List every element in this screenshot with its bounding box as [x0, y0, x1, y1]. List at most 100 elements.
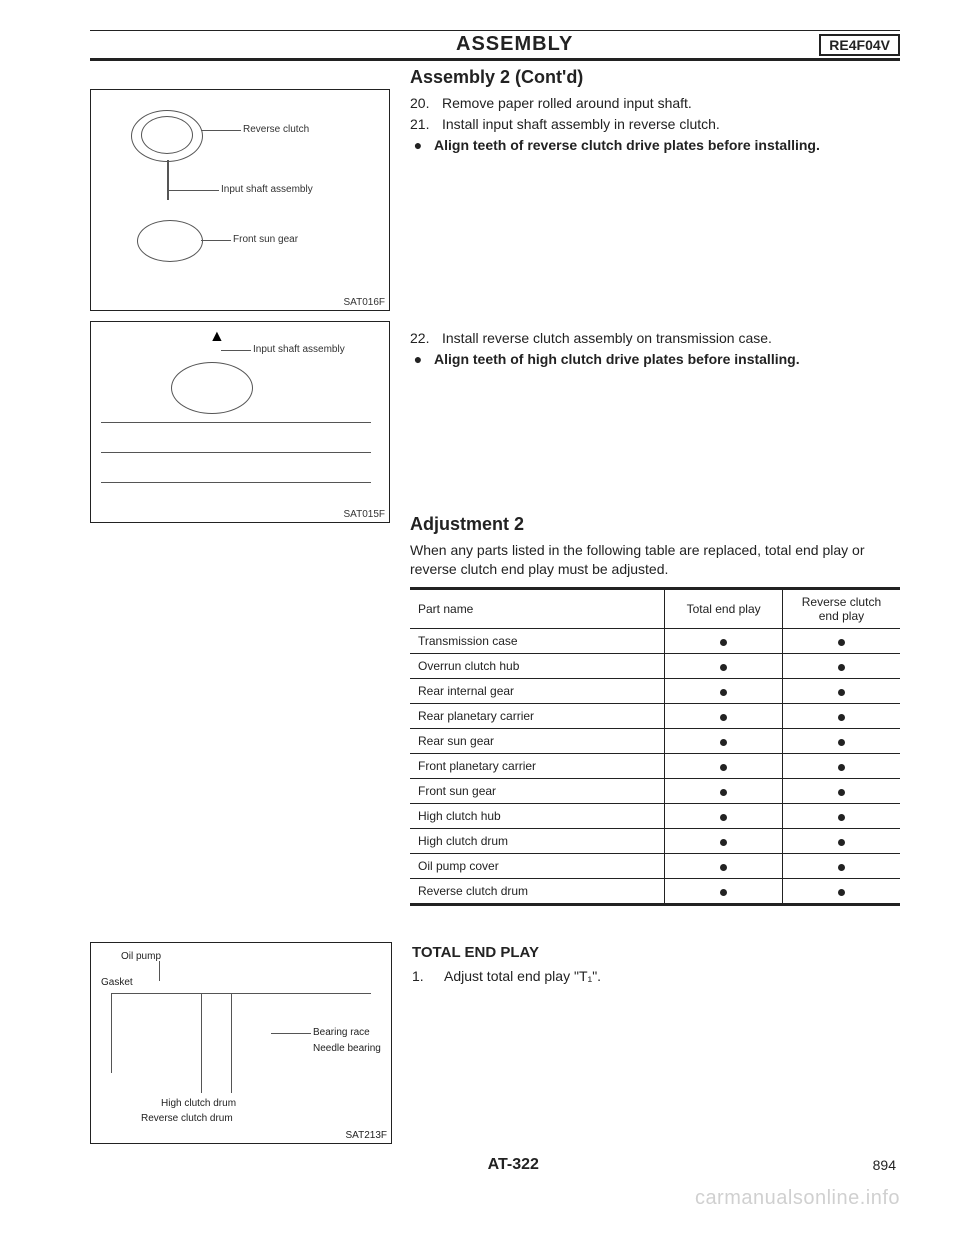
bullet-1: ● Align teeth of reverse clutch drive pl… [410, 136, 900, 155]
cell-reverse [782, 704, 900, 729]
cell-reverse [782, 679, 900, 704]
figure-3: Oil pump Gasket Bearing race Needle bear… [90, 942, 392, 1144]
cell-total [665, 754, 783, 779]
step-21-text: Install input shaft assembly in reverse … [442, 115, 720, 134]
table-row: High clutch hub [410, 804, 900, 829]
dot-icon [838, 764, 845, 771]
cell-reverse [782, 629, 900, 654]
cell-partname: Overrun clutch hub [410, 654, 665, 679]
dot-icon [838, 739, 845, 746]
cell-total [665, 654, 783, 679]
cell-reverse [782, 729, 900, 754]
dot-icon [720, 814, 727, 821]
dot-icon [720, 739, 727, 746]
fig1-label-input-shaft: Input shaft assembly [221, 184, 313, 195]
header-title: ASSEMBLY [210, 33, 819, 56]
table-row: Front sun gear [410, 779, 900, 804]
step-20-num: 20. [410, 94, 436, 113]
step-20-text: Remove paper rolled around input shaft. [442, 94, 692, 113]
fig2-label-input-shaft: Input shaft assembly [253, 344, 345, 355]
bullet-2: ● Align teeth of high clutch drive plate… [410, 350, 900, 369]
dot-icon [838, 864, 845, 871]
dot-icon [720, 789, 727, 796]
fig3-label-high-clutch-drum: High clutch drum [161, 1098, 236, 1109]
step-21-num: 21. [410, 115, 436, 134]
page-header: ASSEMBLY RE4F04V [90, 33, 900, 61]
table-row: Rear sun gear [410, 729, 900, 754]
dot-icon [720, 839, 727, 846]
dot-icon [838, 814, 845, 821]
cell-partname: Rear internal gear [410, 679, 665, 704]
fig1-label-reverse-clutch: Reverse clutch [243, 124, 309, 135]
adjustment-2-heading: Adjustment 2 [410, 514, 900, 535]
bullet-icon: ● [410, 350, 426, 369]
adjustment-table: Part name Total end play Reverse clutch … [410, 587, 900, 906]
table-col-total: Total end play [665, 589, 783, 629]
cell-total [665, 854, 783, 879]
footer-page-number: 894 [873, 1157, 896, 1173]
table-col-partname: Part name [410, 589, 665, 629]
cell-total [665, 804, 783, 829]
cell-reverse [782, 654, 900, 679]
dot-icon [838, 714, 845, 721]
cell-reverse [782, 879, 900, 905]
adjustment-intro: When any parts listed in the following t… [410, 541, 900, 579]
dot-icon [720, 689, 727, 696]
cell-reverse [782, 829, 900, 854]
table-col-reverse: Reverse clutch end play [782, 589, 900, 629]
bullet-2-text: Align teeth of high clutch drive plates … [434, 350, 800, 369]
cell-partname: Oil pump cover [410, 854, 665, 879]
tep-step-1-num: 1. [412, 967, 438, 986]
cell-total [665, 779, 783, 804]
dot-icon [720, 664, 727, 671]
fig3-label-gasket: Gasket [101, 977, 133, 988]
step-21: 21. Install input shaft assembly in reve… [410, 115, 900, 134]
cell-reverse [782, 804, 900, 829]
table-row: Rear internal gear [410, 679, 900, 704]
cell-reverse [782, 754, 900, 779]
page-footer: AT-322 894 [90, 1156, 900, 1174]
cell-reverse [782, 779, 900, 804]
tep-step-1: 1. Adjust total end play "T₁". [412, 967, 900, 986]
cell-total [665, 729, 783, 754]
transmission-code-box: RE4F04V [819, 34, 900, 56]
step-22: 22. Install reverse clutch assembly on t… [410, 329, 900, 348]
table-row: Rear planetary carrier [410, 704, 900, 729]
cell-partname: Front planetary carrier [410, 754, 665, 779]
dot-icon [838, 889, 845, 896]
dot-icon [838, 839, 845, 846]
table-row: Front planetary carrier [410, 754, 900, 779]
cell-partname: High clutch hub [410, 804, 665, 829]
watermark: carmanualsonline.info [695, 1187, 900, 1210]
footer-page-code: AT-322 [154, 1156, 873, 1174]
cell-partname: Reverse clutch drum [410, 879, 665, 905]
cell-partname: Rear planetary carrier [410, 704, 665, 729]
cell-reverse [782, 854, 900, 879]
fig1-label-front-sun-gear: Front sun gear [233, 234, 298, 245]
cell-partname: Rear sun gear [410, 729, 665, 754]
table-row: Transmission case [410, 629, 900, 654]
table-row: Oil pump cover [410, 854, 900, 879]
step-20: 20. Remove paper rolled around input sha… [410, 94, 900, 113]
cell-total [665, 704, 783, 729]
cell-total [665, 679, 783, 704]
dot-icon [838, 664, 845, 671]
fig3-label-needle-bearing: Needle bearing [313, 1043, 381, 1054]
cell-partname: Transmission case [410, 629, 665, 654]
figure-2: ▲ Input shaft assembly SAT015F [90, 321, 390, 523]
table-row: Reverse clutch drum [410, 879, 900, 905]
fig3-label-reverse-clutch-drum: Reverse clutch drum [141, 1113, 233, 1124]
cell-total [665, 629, 783, 654]
fig3-code: SAT213F [346, 1130, 388, 1141]
dot-icon [720, 889, 727, 896]
cell-partname: Front sun gear [410, 779, 665, 804]
dot-icon [720, 714, 727, 721]
table-row: Overrun clutch hub [410, 654, 900, 679]
tep-step-1-text: Adjust total end play "T₁". [444, 967, 601, 986]
bullet-1-text: Align teeth of reverse clutch drive plat… [434, 136, 820, 155]
step-22-num: 22. [410, 329, 436, 348]
fig1-code: SAT016F [344, 297, 386, 308]
fig2-code: SAT015F [344, 509, 386, 520]
dot-icon [838, 689, 845, 696]
cell-total [665, 829, 783, 854]
